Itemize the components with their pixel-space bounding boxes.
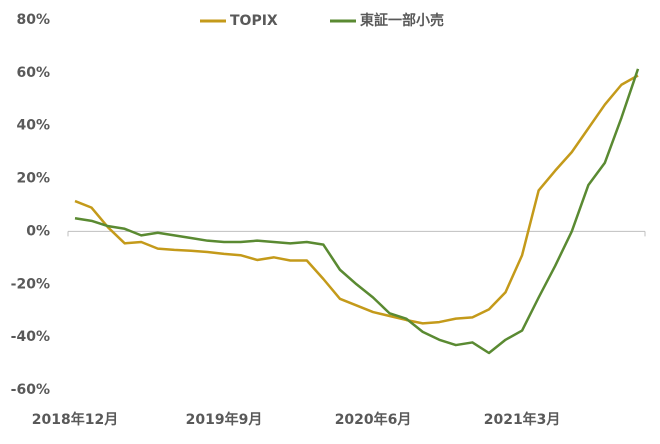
y-tick-label: -20%	[11, 276, 50, 292]
series-line	[74, 68, 640, 355]
legend-label: 東証一部小売	[360, 12, 444, 29]
x-tick-label: 2019年9月	[186, 411, 263, 428]
y-tick-label: 60%	[16, 65, 50, 81]
x-tick-label: 2020年6月	[335, 411, 412, 428]
y-tick-label: 80%	[16, 12, 50, 28]
x-tick-label: 2021年3月	[484, 411, 561, 428]
x-tick-label: 2018年12月	[32, 411, 118, 428]
y-tick-label: 0%	[26, 223, 50, 239]
y-tick-label: -40%	[11, 329, 50, 345]
series-line	[74, 74, 639, 325]
legend-label: TOPIX	[230, 13, 278, 29]
y-tick-label: 20%	[16, 171, 50, 187]
y-tick-label: 40%	[16, 118, 50, 134]
y-tick-label: -60%	[11, 382, 50, 398]
